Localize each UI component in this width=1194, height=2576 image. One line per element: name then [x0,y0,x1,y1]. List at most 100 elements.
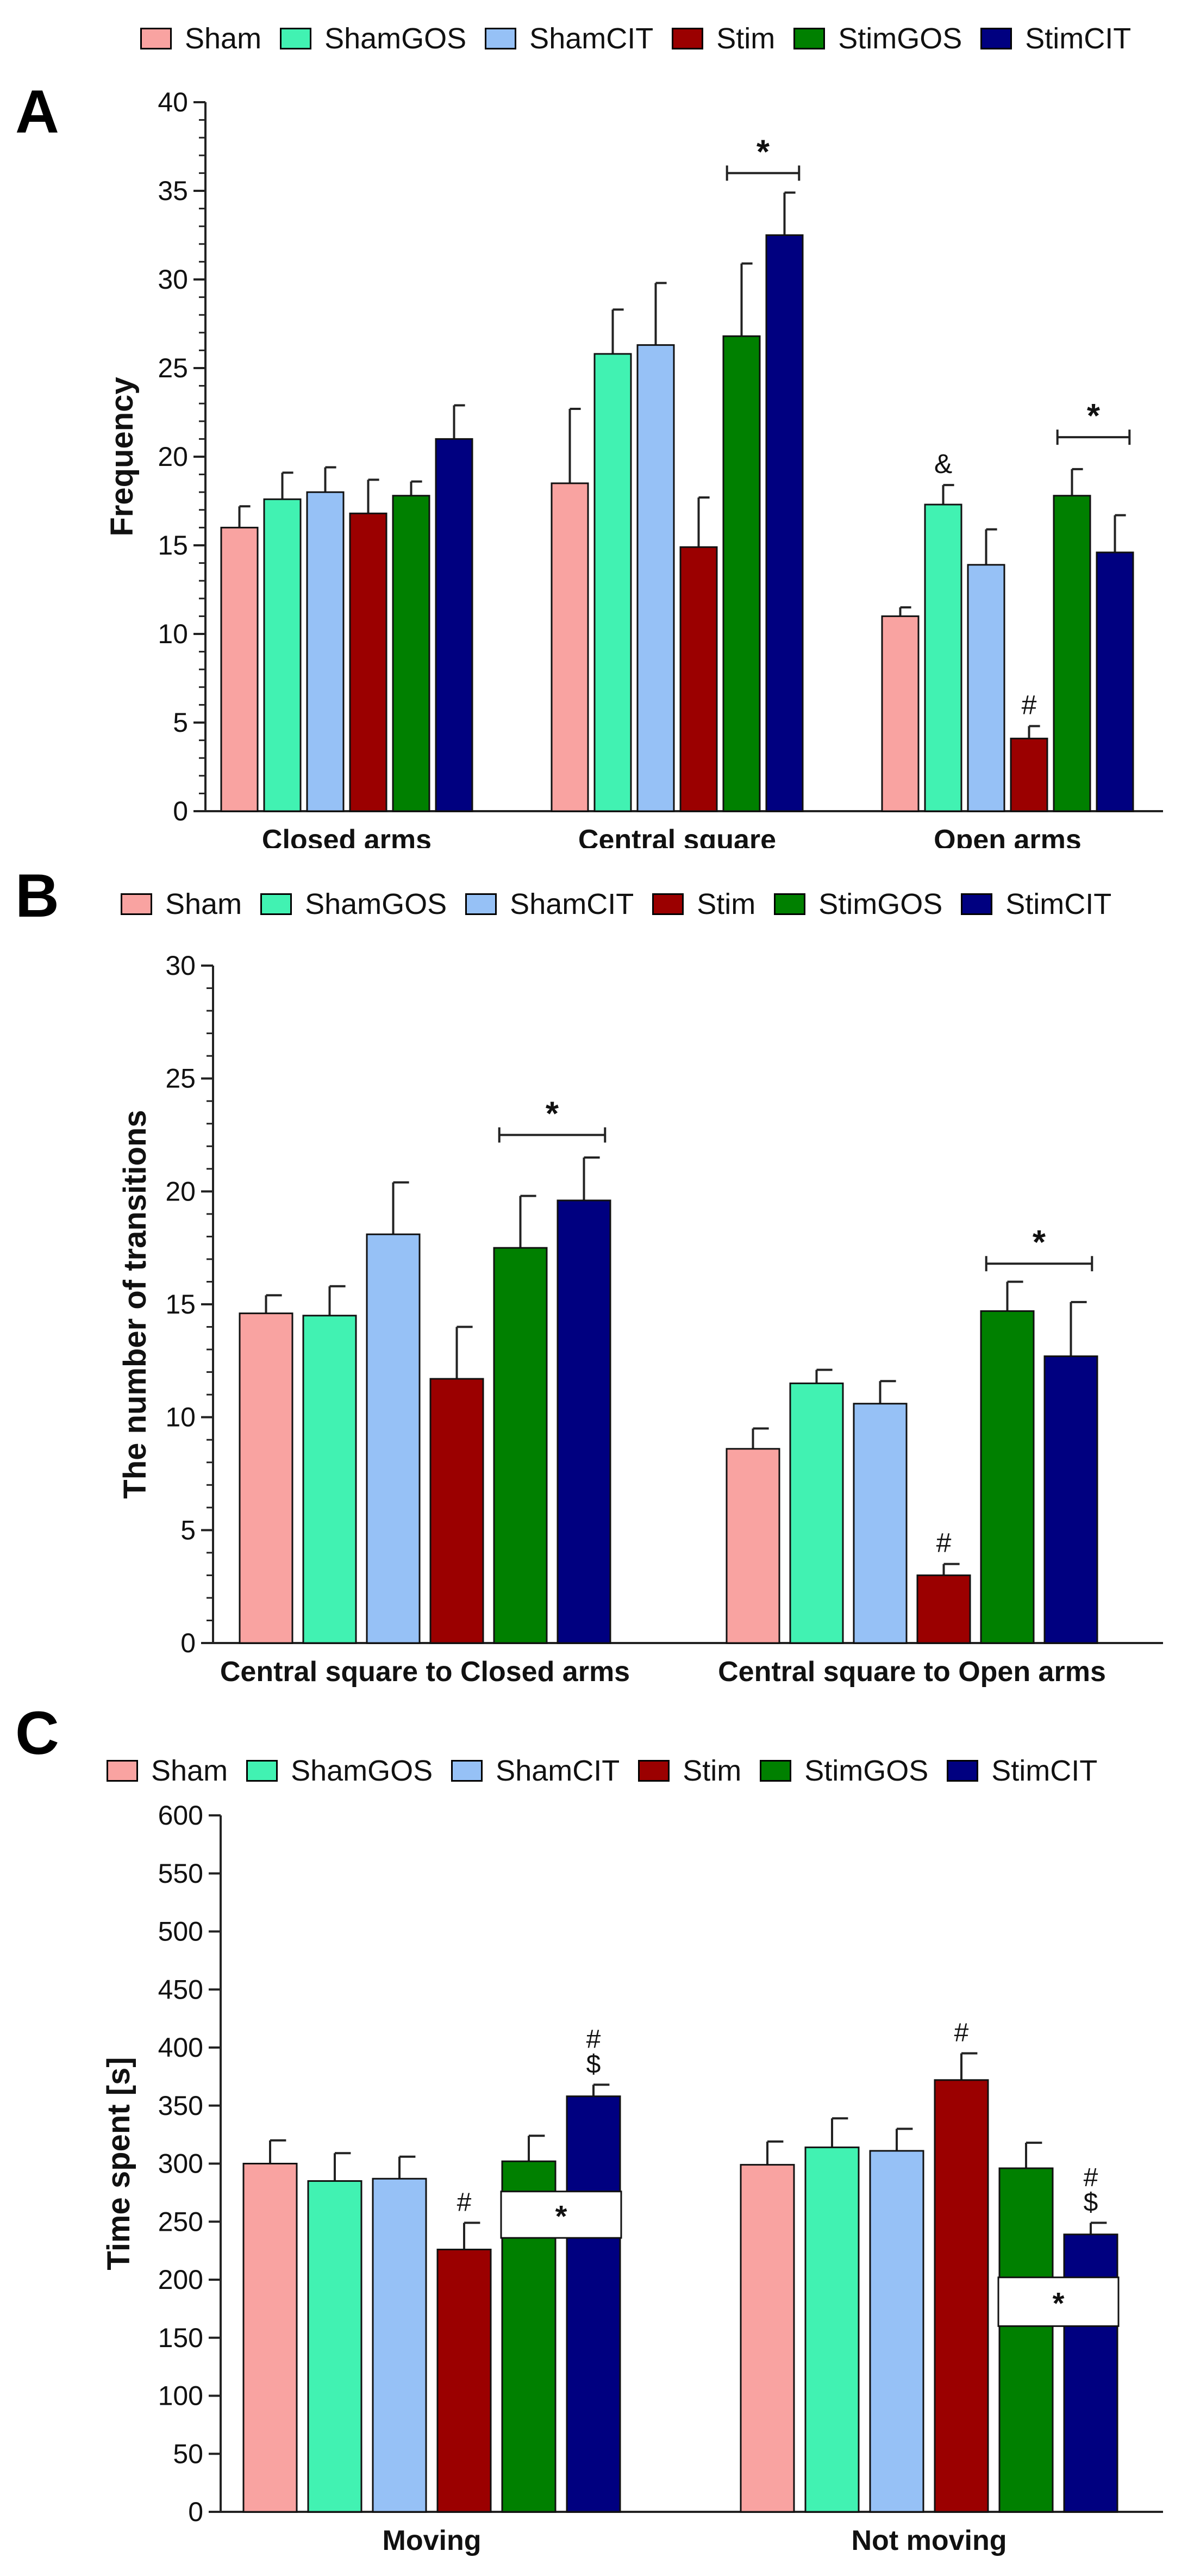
bar-stimgos-central-square-to-closed-arms [493,1247,548,1644]
panel-b: Sham ShamGOS ShamCIT Stim StimGOS StimCI… [0,848,1194,1702]
legend-swatch [672,28,704,49]
y-tick-label: 150 [158,2323,203,2353]
legend-item-stimgos: StimGOS [760,1754,928,1788]
bar-shamgos-not-moving [804,2146,860,2513]
y-tick-label: 40 [158,87,188,117]
legend-label: ShamCIT [496,1754,620,1787]
legend-item-stim: Stim [672,22,775,55]
legend-item-sham: Sham [121,887,242,921]
legend-label: StimCIT [991,1754,1098,1787]
y-tick-label: 20 [158,441,188,472]
panel-c: Sham ShamGOS ShamCIT Stim StimGOS StimCI… [0,1702,1194,2576]
bar-stimcit-central-square-to-open-arms [1043,1355,1098,1644]
panel-a: Sham ShamGOS ShamCIT Stim StimGOS StimCI… [0,0,1194,848]
y-tick-label: 200 [158,2264,203,2295]
bar-stimcit-moving [566,2095,621,2513]
legend: Sham ShamGOS ShamCIT Stim StimGOS StimCI… [140,22,1131,55]
y-tick-label: 450 [158,1974,203,2005]
bar-shamcit-moving [372,2177,427,2513]
legend-swatch [280,28,312,49]
y-tick-label: 5 [173,707,188,738]
bar-shamcit-open-arms [967,564,1005,812]
legend-swatch [652,893,684,915]
chart-a: 0 5 10 15 20 25 30 35 40 Frequency Closed arms Cent… [104,87,1163,848]
bar-stim-central-square-to-open-arms [916,1574,971,1644]
significance-mark: # [1084,2163,1098,2192]
legend-item-sham: Sham [107,1754,228,1788]
bar-stim-open-arms [1010,737,1048,812]
legend-swatch [140,28,172,49]
legend-label: StimGOS [818,888,943,920]
significance-box [500,2191,622,2239]
y-axis-label: The number of transitions [117,1110,153,1498]
legend-item-shamcit: ShamCIT [465,887,634,921]
bar-stimcit-central-square-to-closed-arms [557,1199,611,1644]
y-tick-label: 50 [173,2438,203,2469]
significance-mark: # [1022,690,1037,720]
panel-letter: B [15,862,59,930]
legend: Sham ShamGOS ShamCIT Stim StimGOS StimCI… [107,1754,1097,1788]
x-category-label: Closed arms [262,824,432,848]
y-tick-label: 350 [158,2090,203,2121]
legend-label: ShamCIT [529,22,654,55]
bar-shamgos-open-arms [924,503,962,812]
bar-stimcit-open-arms [1096,551,1134,812]
legend-swatch [107,1760,138,1782]
significance-star: * [1087,397,1101,435]
chart-c: 0 50 100 150 200 250 300 350 400 450 500 550 600 Time… [101,1800,1163,2556]
legend-swatch [774,893,806,915]
y-tick-label: 25 [165,1063,196,1094]
panel-letter: C [15,1699,59,1767]
y-axis-label: Time spent [s] [101,2057,136,2270]
x-category-label: Not moving [852,2525,1007,2556]
bar-shamgos-moving [307,2180,362,2513]
bar-sham-central-square-to-open-arms [726,1448,780,1644]
y-tick-label: 5 [180,1515,196,1545]
legend-label: Sham [165,888,242,920]
legend-swatch [961,893,993,915]
y-tick-label: 15 [158,530,188,561]
legend-swatch [980,28,1012,49]
significance-star: * [757,133,770,171]
legend-swatch [260,893,292,915]
legend-swatch [793,28,826,49]
legend-label: Stim [697,888,756,920]
bar-shamcit-not-moving [869,2150,924,2513]
bar-stimcit-central-square [765,234,804,812]
legend-label: Stim [683,1754,742,1787]
legend-label: StimCIT [1005,888,1112,920]
legend-swatch [451,1760,483,1782]
bar-sham-not-moving [740,2164,795,2513]
legend-label: ShamGOS [324,22,467,55]
bar-stimcit-closed-arms [435,438,473,812]
y-tick-label: 20 [165,1176,196,1206]
y-tick-label: 500 [158,1917,203,1947]
bar-stimgos-closed-arms [392,495,430,812]
x-category-label: Central square [578,824,776,848]
chart-b: 0 5 10 15 20 25 30 The number of transitions Cen… [117,950,1163,1688]
significance-star: * [1033,1224,1046,1261]
bar-stimcit-not-moving [1063,2233,1118,2513]
bar-shamgos-closed-arms [263,498,302,812]
legend-item-stimcit: StimCIT [947,1754,1097,1788]
bar-stimgos-central-square-to-open-arms [980,1310,1035,1644]
x-category-label: Moving [383,2525,482,2556]
legend-label: Sham [151,1754,228,1787]
legend-swatch [121,893,152,915]
legend-item-shamgos: ShamGOS [280,22,466,55]
legend-item-shamcit: ShamCIT [485,22,653,55]
bar-sham-open-arms [881,615,920,812]
legend-item-stimgos: StimGOS [793,22,962,55]
y-tick-label: 0 [188,2497,203,2527]
bar-stim-not-moving [934,2079,989,2513]
bar-shamgos-central-square [593,353,632,812]
legend-label: StimGOS [838,22,962,55]
significance-box [997,2276,1120,2327]
bar-sham-closed-arms [220,526,259,812]
legend-label: Sham [185,22,262,55]
significance-mark: & [934,449,952,479]
panel-letter: A [15,78,59,146]
legend-label: ShamCIT [510,888,634,920]
y-tick-label: 10 [158,619,188,649]
y-tick-label: 35 [158,176,188,206]
